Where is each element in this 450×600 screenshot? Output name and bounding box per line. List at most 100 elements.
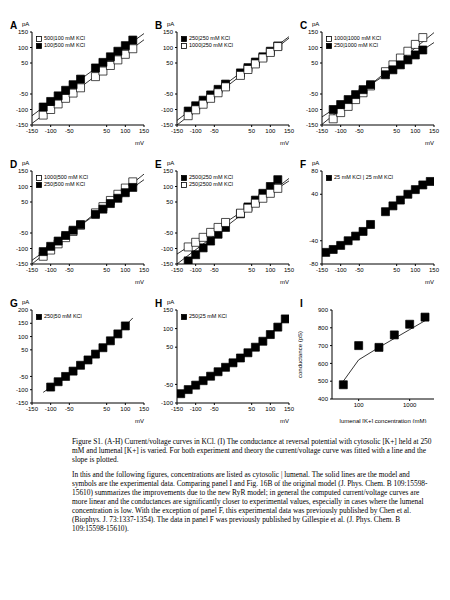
svg-text:50: 50 — [166, 199, 173, 205]
svg-text:150: 150 — [163, 168, 174, 174]
svg-text:-100: -100 — [45, 267, 58, 273]
svg-text:-50: -50 — [164, 91, 173, 97]
svg-text:-50: -50 — [210, 267, 219, 273]
svg-text:-100: -100 — [190, 267, 203, 273]
svg-text:50: 50 — [21, 347, 28, 353]
svg-text:lumenal [K+] concentration (mM: lumenal [K+] concentration (mM) — [340, 418, 427, 423]
svg-text:-150: -150 — [316, 128, 329, 134]
svg-text:900: 900 — [318, 307, 329, 313]
svg-text:-100: -100 — [45, 406, 58, 412]
svg-text:50: 50 — [311, 60, 318, 66]
svg-text:-50: -50 — [164, 230, 173, 236]
svg-text:100: 100 — [354, 402, 365, 408]
svg-text:-100: -100 — [161, 400, 174, 406]
svg-text:150: 150 — [284, 267, 295, 273]
svg-text:-150: -150 — [316, 267, 329, 273]
svg-text:40: 40 — [311, 191, 318, 197]
svg-text:50: 50 — [248, 406, 255, 412]
svg-text:-150: -150 — [26, 267, 39, 273]
svg-text:100: 100 — [265, 128, 276, 134]
svg-text:150: 150 — [139, 406, 150, 412]
svg-text:-100: -100 — [161, 246, 174, 252]
svg-text:700: 700 — [318, 343, 329, 349]
svg-text:50: 50 — [393, 128, 400, 134]
svg-text:-150: -150 — [16, 261, 29, 267]
svg-text:-50: -50 — [65, 406, 74, 412]
svg-text:400: 400 — [318, 396, 329, 402]
svg-text:150: 150 — [163, 29, 174, 35]
svg-text:-50: -50 — [65, 128, 74, 134]
svg-text:50: 50 — [166, 344, 173, 350]
svg-text:-80: -80 — [309, 261, 318, 267]
svg-text:mV: mV — [135, 418, 144, 423]
svg-text:600: 600 — [318, 361, 329, 367]
svg-text:100: 100 — [308, 45, 319, 51]
svg-text:50: 50 — [21, 60, 28, 66]
svg-text:mV: mV — [280, 140, 289, 145]
svg-text:-50: -50 — [355, 128, 364, 134]
svg-text:150: 150 — [284, 406, 295, 412]
svg-text:100: 100 — [120, 406, 131, 412]
svg-text:100: 100 — [18, 334, 29, 340]
svg-text:50: 50 — [393, 267, 400, 273]
svg-text:mV: mV — [425, 140, 434, 145]
svg-text:100: 100 — [18, 45, 29, 51]
svg-text:-50: -50 — [309, 91, 318, 97]
svg-text:150: 150 — [308, 29, 319, 35]
svg-text:-50: -50 — [65, 267, 74, 273]
svg-text:100: 100 — [163, 326, 174, 332]
svg-text:100: 100 — [265, 406, 276, 412]
svg-text:mV: mV — [135, 279, 144, 284]
svg-text:100: 100 — [410, 267, 421, 273]
svg-text:-100: -100 — [16, 246, 29, 252]
svg-text:-50: -50 — [19, 374, 28, 380]
svg-text:100: 100 — [163, 45, 174, 51]
svg-text:100: 100 — [265, 267, 276, 273]
svg-text:50: 50 — [248, 267, 255, 273]
svg-text:100: 100 — [410, 128, 421, 134]
svg-text:-50: -50 — [355, 267, 364, 273]
svg-text:-100: -100 — [335, 267, 348, 273]
svg-text:150: 150 — [284, 128, 295, 134]
svg-text:-150: -150 — [16, 400, 29, 406]
svg-text:100: 100 — [120, 267, 131, 273]
svg-text:-100: -100 — [335, 128, 348, 134]
svg-text:50: 50 — [103, 406, 110, 412]
svg-text:-100: -100 — [161, 107, 174, 113]
svg-text:150: 150 — [429, 128, 440, 134]
svg-text:50: 50 — [103, 128, 110, 134]
svg-text:-100: -100 — [16, 107, 29, 113]
svg-text:-150: -150 — [26, 406, 39, 412]
svg-text:150: 150 — [139, 267, 150, 273]
svg-text:50: 50 — [21, 199, 28, 205]
svg-text:50: 50 — [166, 60, 173, 66]
svg-text:-150: -150 — [161, 122, 174, 128]
svg-text:-40: -40 — [309, 238, 318, 244]
svg-text:150: 150 — [18, 320, 29, 326]
svg-text:mV: mV — [135, 140, 144, 145]
svg-text:150: 150 — [163, 307, 174, 313]
svg-text:100: 100 — [120, 128, 131, 134]
svg-text:-50: -50 — [210, 128, 219, 134]
svg-text:-150: -150 — [26, 128, 39, 134]
svg-text:mV: mV — [280, 418, 289, 423]
svg-text:mV: mV — [280, 279, 289, 284]
svg-text:-50: -50 — [19, 91, 28, 97]
svg-text:200: 200 — [18, 307, 29, 313]
svg-text:100: 100 — [163, 184, 174, 190]
svg-text:-50: -50 — [19, 230, 28, 236]
svg-text:-150: -150 — [171, 267, 184, 273]
svg-text:-150: -150 — [306, 122, 319, 128]
svg-text:-150: -150 — [16, 122, 29, 128]
svg-text:-100: -100 — [190, 128, 203, 134]
svg-text:conductance (pS): conductance (pS) — [298, 331, 303, 378]
svg-text:-150: -150 — [171, 406, 184, 412]
svg-text:150: 150 — [139, 128, 150, 134]
svg-text:150: 150 — [18, 29, 29, 35]
svg-text:-50: -50 — [210, 406, 219, 412]
svg-text:500: 500 — [318, 378, 329, 384]
svg-text:80: 80 — [311, 168, 318, 174]
svg-text:50: 50 — [248, 128, 255, 134]
svg-text:-100: -100 — [306, 107, 319, 113]
svg-text:150: 150 — [18, 168, 29, 174]
